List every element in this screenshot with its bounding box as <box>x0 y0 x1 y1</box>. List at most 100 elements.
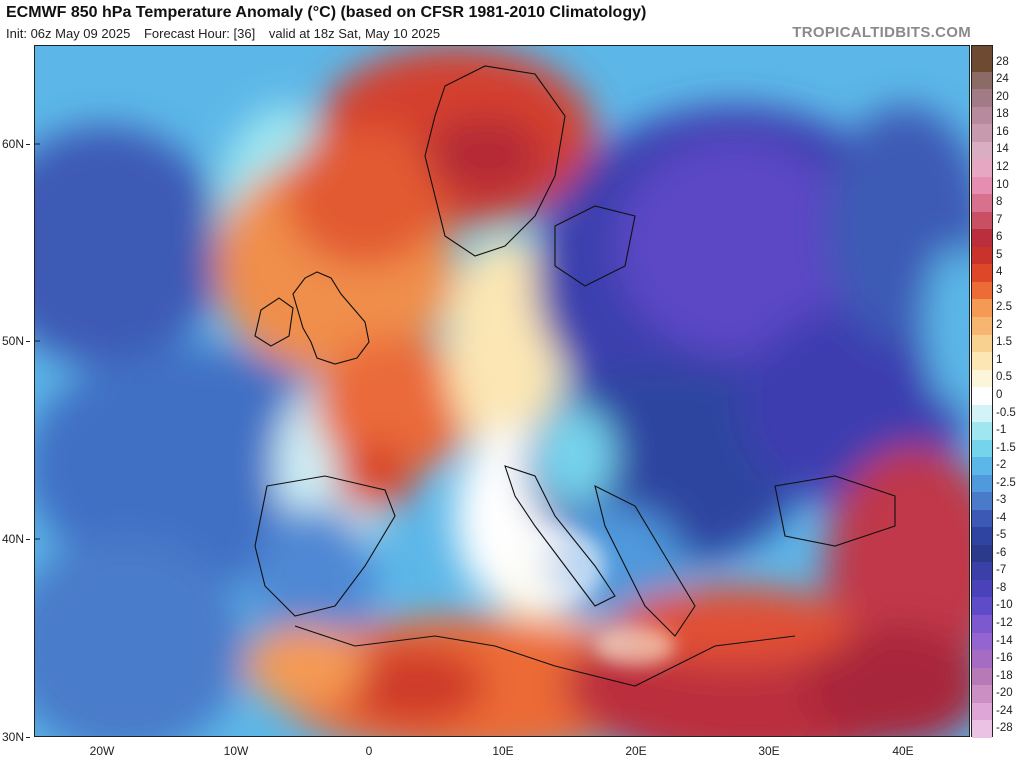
colorbar-cell <box>972 71 992 90</box>
colorbar-label: -10 <box>996 599 1013 612</box>
colorbar-cell <box>972 562 992 580</box>
colorbar-label: -2 <box>996 459 1007 472</box>
colorbar-cell <box>972 211 992 230</box>
colorbar-cell <box>972 246 992 265</box>
colorbar-label: 7 <box>996 213 1003 226</box>
colorbar-label: -1.5 <box>996 441 1016 454</box>
colorbar-label: 6 <box>996 231 1003 244</box>
map-svg <box>35 46 969 736</box>
colorbar-label: 18 <box>996 108 1009 121</box>
colorbar-cell <box>972 281 992 300</box>
balkans-outline <box>594 484 696 637</box>
colorbar-label: -2.5 <box>996 476 1016 489</box>
colorbar-cell <box>972 474 992 493</box>
colorbar-label: 3 <box>996 283 1003 296</box>
lat-ticks <box>35 143 40 540</box>
colorbar-label: 2 <box>996 318 1003 331</box>
britain-outline <box>292 271 370 365</box>
scandinavia-outline <box>424 65 566 257</box>
colorbar-label: 24 <box>996 73 1009 86</box>
colorbar-label: 2.5 <box>996 301 1012 314</box>
iberia-outline <box>254 475 396 617</box>
colorbar-cell <box>972 544 992 563</box>
colorbar-cell <box>972 685 992 703</box>
colorbar-cell <box>972 369 992 388</box>
colorbar-cell <box>972 457 992 475</box>
colorbar-cell <box>972 527 992 545</box>
lon-label-40e: 40E <box>892 744 914 758</box>
colorbar-cell <box>972 106 992 125</box>
colorbar-cell <box>972 720 992 738</box>
colorbar-cell <box>972 702 992 721</box>
anomaly-map[interactable] <box>34 45 970 737</box>
colorbar-cell <box>972 194 992 212</box>
colorbar-label: -12 <box>996 617 1013 629</box>
colorbar-cell <box>972 667 992 686</box>
chart-subtitle: Init: 06z May 09 2025 Forecast Hour: [36… <box>6 26 450 41</box>
colorbar-label: -4 <box>996 511 1007 524</box>
black-sea-outline <box>774 475 896 547</box>
lon-label-0: 0 <box>365 744 373 758</box>
colorbar-label: 1.5 <box>996 336 1012 349</box>
colorbar-cell <box>972 404 992 423</box>
colorbar-label: -3 <box>996 494 1007 507</box>
lon-label-10e: 10E <box>492 744 514 758</box>
lon-label-10w: 10W <box>223 744 249 758</box>
colorbar-cell <box>972 124 992 142</box>
africa-coast <box>294 625 796 687</box>
colorbar-cell <box>972 334 992 353</box>
colorbar-cell <box>972 615 992 633</box>
colorbar-label: -1 <box>996 424 1007 437</box>
colorbar-cap <box>972 46 992 54</box>
colorbar-cell <box>972 316 992 335</box>
colorbar-label: 0.5 <box>996 371 1012 384</box>
colorbar-cell <box>972 632 992 651</box>
init-time: Init: 06z May 09 2025 <box>6 26 131 41</box>
lon-label-30e: 30E <box>758 744 780 758</box>
colorbar-label: -16 <box>996 652 1013 665</box>
forecast-hour: Forecast Hour: [36] <box>143 26 256 41</box>
colorbar-cell <box>972 387 992 405</box>
colorbar-label: 4 <box>996 266 1003 279</box>
colorbar-cell <box>972 229 992 247</box>
lat-label-50n: 50N <box>2 334 31 348</box>
colorbar-cell <box>972 439 992 458</box>
colorbar-cell <box>972 159 992 177</box>
ireland-outline <box>254 297 294 347</box>
colorbar-label: -7 <box>996 564 1007 577</box>
colorbar-label: 5 <box>996 248 1003 261</box>
colorbar-label: -20 <box>996 687 1013 700</box>
colorbar-label: -24 <box>996 704 1013 717</box>
chart-title: ECMWF 850 hPa Temperature Anomaly (°C) (… <box>6 4 647 21</box>
lat-label-40n: 40N <box>2 532 31 546</box>
colorbar-cell <box>972 352 992 370</box>
valid-time: valid at 18z Sat, May 10 2025 <box>268 26 441 41</box>
colorbar-label: 14 <box>996 143 1009 156</box>
anomaly-field <box>35 46 969 736</box>
colorbar-label: 20 <box>996 90 1009 103</box>
site-watermark[interactable]: TROPICALTIDBITS.COM <box>792 24 971 41</box>
colorbar-cell <box>972 650 992 668</box>
colorbar-cell <box>972 176 992 195</box>
coastlines <box>254 65 896 687</box>
colorbar-cell <box>972 89 992 107</box>
baltic-outline <box>554 205 636 287</box>
colorbar-label: -18 <box>996 669 1013 682</box>
lon-label-20w: 20W <box>89 744 115 758</box>
colorbar <box>971 45 993 738</box>
colorbar-label: -6 <box>996 546 1007 559</box>
colorbar-cell <box>972 509 992 528</box>
colorbar-label: 0 <box>996 389 1003 401</box>
colorbar-label: 12 <box>996 161 1009 173</box>
colorbar-cell <box>972 264 992 282</box>
colorbar-label: -0.5 <box>996 406 1016 419</box>
italy-outline <box>504 465 616 607</box>
lat-label-30n: 30N <box>2 730 31 744</box>
colorbar-label: -8 <box>996 581 1007 594</box>
colorbar-label: 28 <box>996 55 1009 68</box>
colorbar-cell <box>972 299 992 317</box>
colorbar-cell <box>972 422 992 440</box>
colorbar-cell <box>972 597 992 615</box>
colorbar-label: -28 <box>996 722 1013 735</box>
colorbar-label: 1 <box>996 353 1003 366</box>
